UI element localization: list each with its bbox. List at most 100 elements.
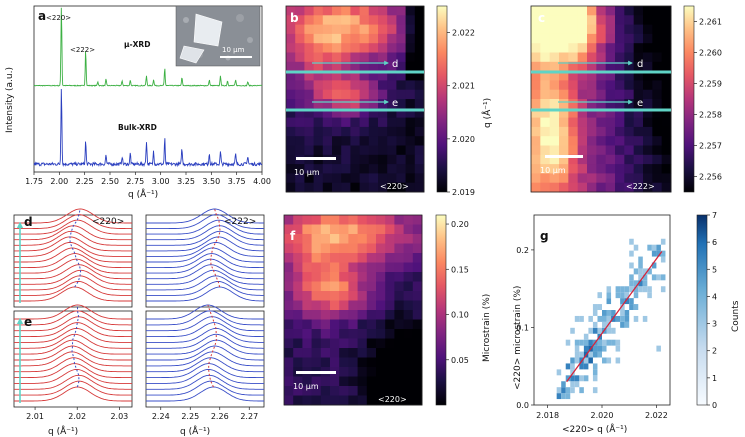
map-pixel: [348, 367, 358, 377]
map-pixel: [577, 6, 588, 16]
map-pixel: [403, 253, 414, 263]
map-pixel: [577, 52, 588, 63]
histogram-bin: [570, 381, 575, 388]
map-pixel: [378, 61, 388, 72]
map-pixel: [412, 338, 423, 349]
map-pixel: [330, 386, 340, 396]
map-pixel: [368, 154, 379, 165]
map-pixel: [378, 136, 388, 146]
map-pixel: [394, 319, 404, 330]
map-pixel: [284, 215, 294, 225]
profile-xlabel-220: q (Å⁻¹): [48, 425, 78, 437]
map-pixel: [412, 291, 423, 301]
map-pixel: [403, 310, 414, 320]
histogram-bin: [620, 304, 625, 310]
map-pixel: [341, 33, 351, 44]
map-pixel: [348, 234, 358, 244]
profile-frame: [13, 214, 133, 308]
map-pixel: [633, 164, 644, 174]
map-pixel: [295, 182, 305, 193]
map-pixel: [376, 395, 386, 406]
map-pixel: [320, 281, 331, 292]
map-pixel: [643, 164, 653, 174]
map-pixel: [633, 117, 644, 128]
map-pixel: [605, 24, 616, 35]
histogram-bin: [647, 244, 652, 251]
map-pixel: [286, 33, 296, 44]
map-pixel: [359, 154, 370, 165]
map-pixel: [293, 395, 303, 406]
map-pixel: [587, 164, 597, 174]
cbar-tick-label: 2.260: [699, 49, 722, 58]
map-pixel: [587, 24, 597, 35]
map-pixel: [661, 6, 672, 16]
map-pixel: [394, 338, 404, 349]
map-pixel: [376, 262, 386, 273]
map-pixel: [661, 154, 672, 165]
map-pixel: [559, 61, 569, 72]
histogram-bin: [624, 292, 630, 299]
histogram-bin: [656, 244, 661, 251]
map-pixel: [311, 386, 322, 396]
map-pixel: [359, 182, 370, 193]
map-pixel: [633, 173, 644, 184]
map-pixel: [322, 33, 333, 44]
map-pixel: [549, 154, 560, 165]
map-pixel: [394, 310, 404, 320]
map-pixel: [559, 15, 569, 25]
map-pixel: [403, 329, 414, 339]
map-pixel: [396, 61, 406, 72]
profile-curve: [146, 253, 264, 269]
histogram-bin: [602, 339, 607, 346]
map-pixel: [405, 43, 416, 53]
map-pixel: [332, 33, 342, 44]
reflection-label: <220>: [378, 395, 407, 404]
profile-curve: [146, 345, 264, 361]
map-pixel: [359, 136, 370, 146]
map-pixel: [295, 89, 305, 100]
map-pixel: [540, 80, 551, 91]
map-pixel: [633, 182, 644, 193]
map-pixel: [376, 234, 386, 244]
map-pixel: [596, 61, 607, 72]
map-pixel: [596, 24, 607, 35]
map-pixel: [304, 33, 314, 44]
map-pixel: [652, 71, 663, 81]
cbar-tick-label: 2.259: [699, 80, 722, 89]
histogram-bin: [638, 262, 643, 269]
map-pixel: [304, 117, 314, 128]
map-pixel: [568, 71, 579, 81]
map-pixel: [385, 310, 395, 320]
profile-curve: [14, 363, 132, 379]
map-pixel: [311, 300, 322, 311]
map-pixel: [320, 300, 331, 311]
map-pixel: [414, 108, 425, 118]
profile-curve: [146, 214, 265, 230]
map-pixel: [350, 24, 360, 35]
map-pixel: [396, 52, 406, 63]
histogram-bin: [620, 292, 625, 299]
peak-220-label: <220>: [46, 14, 71, 22]
map-pixel: [643, 126, 653, 137]
map-pixel: [368, 173, 379, 184]
map-pixel: [624, 108, 635, 118]
panel-b-label: b: [290, 11, 299, 25]
map-pixel: [350, 71, 360, 81]
map-pixel: [531, 182, 541, 193]
peak-trace: [210, 208, 221, 288]
histogram-bin: [620, 315, 625, 322]
map-pixel: [330, 234, 340, 244]
map-pixel: [341, 15, 351, 25]
map-pixel: [549, 15, 560, 25]
map-pixel: [341, 61, 351, 72]
map-pixel: [403, 224, 414, 235]
map-pixel: [405, 164, 416, 174]
map-pixel: [396, 108, 406, 118]
map-pixel: [348, 395, 358, 406]
histogram-bin: [579, 351, 584, 358]
map-pixel: [633, 61, 644, 72]
map-pixel: [385, 281, 395, 292]
map-pixel: [293, 348, 303, 358]
map-pixel: [405, 80, 416, 91]
map-pixel: [284, 319, 294, 330]
